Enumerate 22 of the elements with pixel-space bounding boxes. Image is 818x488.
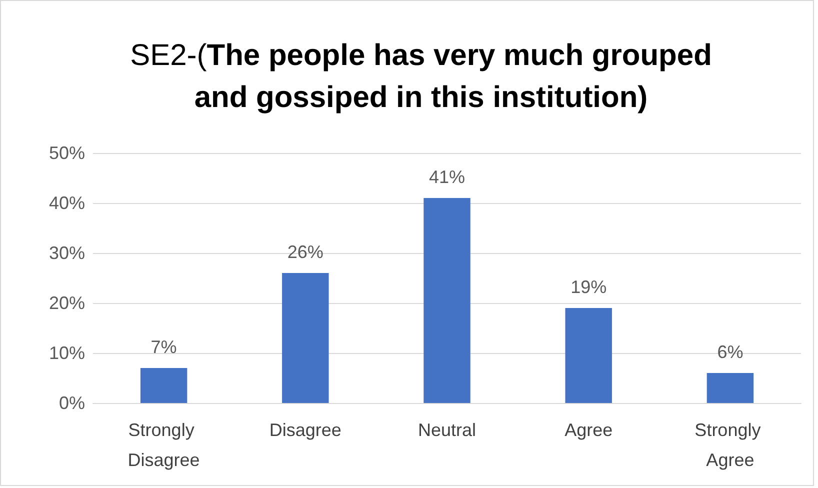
data-label: 41% bbox=[428, 167, 466, 187]
y-tick-label: 50% bbox=[48, 143, 85, 163]
bar bbox=[424, 198, 470, 403]
bar bbox=[140, 368, 188, 403]
y-tick-label: 40% bbox=[48, 193, 85, 213]
data-label: 19% bbox=[570, 277, 607, 297]
y-tick-label: 0% bbox=[58, 393, 85, 413]
x-tick-label: Agree bbox=[564, 420, 613, 440]
data-label: 6% bbox=[717, 342, 744, 362]
bar bbox=[706, 373, 754, 403]
bar bbox=[565, 308, 612, 403]
x-tick-label: Disagree bbox=[269, 420, 342, 440]
x-tick-label: Strongly Agree bbox=[694, 420, 766, 470]
bar bbox=[282, 273, 329, 403]
y-tick-label: 20% bbox=[48, 293, 85, 313]
y-tick-label: 30% bbox=[48, 243, 85, 263]
data-label: 7% bbox=[150, 337, 177, 357]
x-tick-label: Neutral bbox=[418, 420, 476, 440]
chart-title: SE2-(The people has very much grouped and gossiped in this institution) bbox=[130, 39, 712, 114]
data-label: 26% bbox=[287, 242, 324, 262]
x-tick-label: Strongly Disagree bbox=[128, 420, 200, 470]
y-tick-label: 10% bbox=[48, 343, 85, 363]
